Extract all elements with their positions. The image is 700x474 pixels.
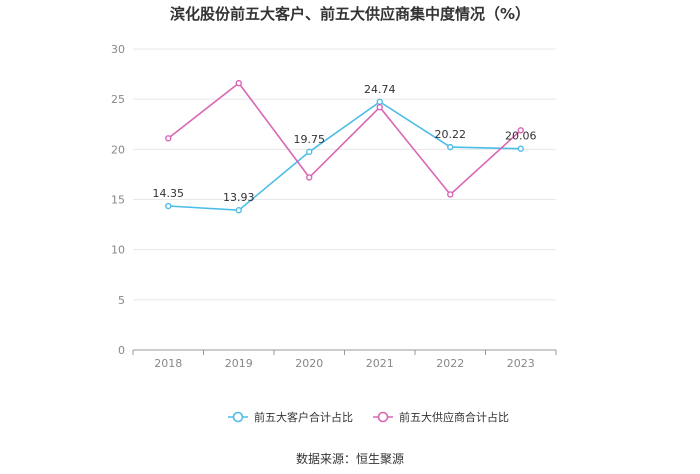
data-labels: 14.35 13.93 19.75 24.74 20.22 20.06 [153,83,537,204]
data-source: 数据来源：恒生聚源 [295,452,404,466]
legend-marker [232,411,244,423]
data-label: 13.93 [223,191,255,204]
y-tick-label: 0 [118,344,125,357]
y-tick-label: 25 [111,93,125,106]
x-tick-label: 2019 [225,357,253,370]
data-point [165,202,172,210]
grid-lines [133,48,556,301]
axes: 0 5 10 15 20 25 30 2018 2019 2020 2021 2022 2023 [111,43,557,370]
x-tick-label: 2022 [436,357,464,370]
data-point [165,135,172,142]
data-label: 14.35 [153,187,185,200]
series-line-1 [168,100,521,212]
data-point [376,98,383,105]
y-tick-label: 20 [111,143,125,156]
x-tick-label: 2021 [366,357,394,370]
data-point [235,79,242,87]
y-tick-label: 5 [118,294,125,307]
data-point [306,148,313,156]
legend-item-2[interactable]: 前五大供应商合计占比 [373,410,509,424]
legend-label: 前五大客户合计占比 [254,410,353,424]
data-point [447,143,454,151]
data-label: 20.22 [435,128,467,141]
series-lines [165,79,524,214]
data-point [235,207,242,214]
legend[interactable]: 前五大客户合计占比 前五大供应商合计占比 [228,410,509,424]
legend-marker [377,411,389,423]
y-tick-label: 30 [111,43,125,56]
x-tick-label: 2020 [295,357,323,370]
data-point [306,174,313,181]
data-point [517,127,524,134]
legend-item-1[interactable]: 前五大客户合计占比 [228,410,353,424]
data-label: 24.74 [364,83,396,96]
data-label: 20.06 [505,130,537,143]
data-label: 19.75 [294,133,326,146]
data-point [376,103,383,111]
data-point [517,145,524,152]
legend-label: 前五大供应商合计占比 [399,410,509,424]
y-tick-label: 15 [111,194,125,207]
x-tick-label: 2018 [154,357,182,370]
series-line-2 [167,81,522,196]
x-tick-label: 2023 [507,357,535,370]
chart-title: 滨化股份前五大客户、前五大供应商集中度情况（%） [169,5,531,23]
y-tick-label: 10 [111,244,125,257]
data-point [447,191,454,198]
